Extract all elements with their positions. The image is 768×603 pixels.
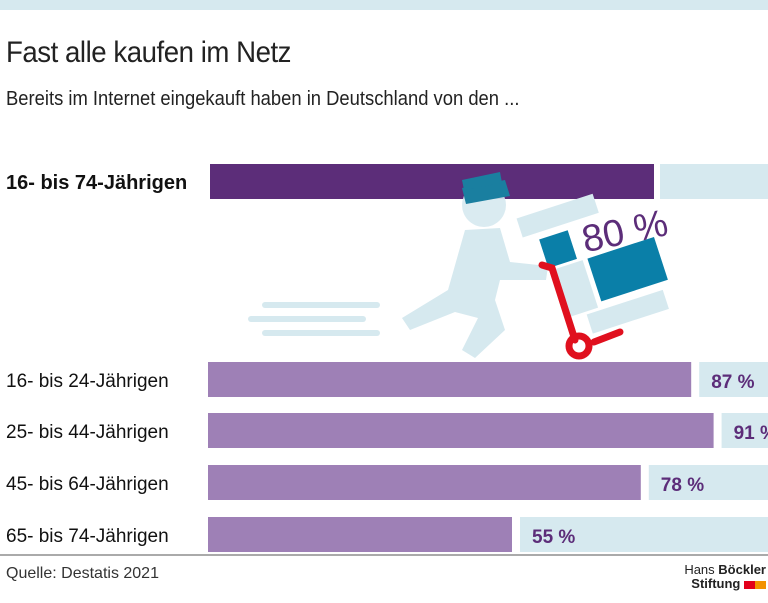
category-label: 45- bis 64-Jährigen: [6, 474, 169, 495]
data-label: 87 %: [711, 372, 754, 393]
category-label: 16- bis 24-Jährigen: [6, 371, 169, 392]
bar-2: [208, 413, 714, 448]
chart-subtitle: Bereits im Internet eingekauft haben in …: [6, 88, 520, 110]
bar-1: [208, 362, 692, 397]
delivery-person-illustration: [248, 172, 669, 360]
data-label: 78 %: [661, 475, 704, 496]
bar-remainder: [721, 413, 768, 448]
data-label: 91 %: [734, 423, 768, 444]
bar-remainder: [660, 164, 768, 199]
bar-4: [208, 517, 512, 552]
category-label: 25- bis 44-Jährigen: [6, 422, 169, 443]
data-label: 55 %: [532, 527, 575, 548]
bar-remainder: [699, 362, 768, 397]
top-stripe: [0, 0, 768, 10]
chart-title: Fast alle kaufen im Netz: [6, 36, 292, 69]
category-label: 65- bis 74-Jährigen: [6, 526, 169, 547]
hans-boeckler-logo: Hans Böckler Stiftung: [684, 562, 766, 591]
bar-remainder: [648, 465, 768, 500]
category-label: 16- bis 74-Jährigen: [6, 172, 187, 194]
bar-0: [210, 164, 654, 199]
bar-3: [208, 465, 641, 500]
source-note: Quelle: Destatis 2021: [6, 565, 159, 582]
bar-remainder: [520, 517, 768, 552]
